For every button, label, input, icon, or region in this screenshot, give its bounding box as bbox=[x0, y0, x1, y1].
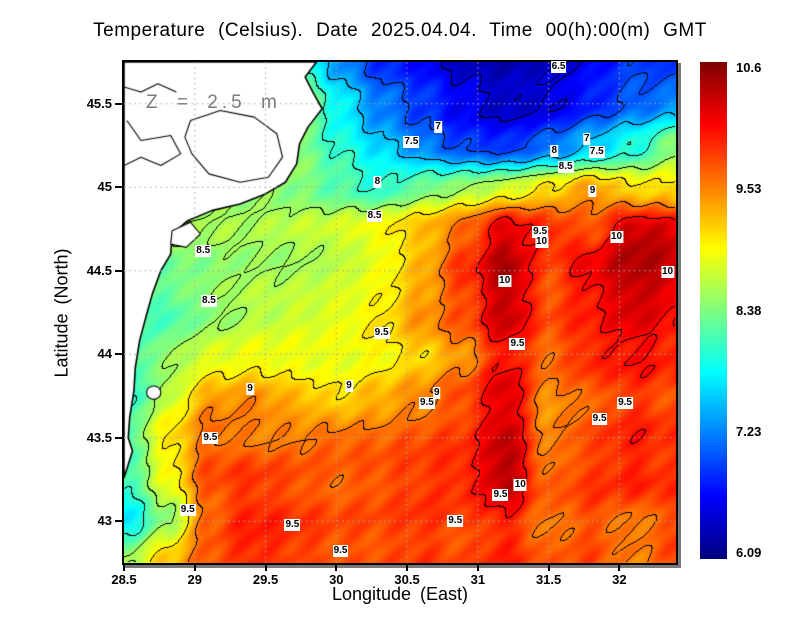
contour-label: 9.5 bbox=[332, 545, 349, 558]
x-tick-label: 28.5 bbox=[111, 572, 137, 587]
plot-title: Temperature (Celsius). Date 2025.04.04. … bbox=[93, 20, 707, 41]
y-tick-label: 43 bbox=[97, 513, 112, 529]
contour-label: 9.5 bbox=[418, 396, 435, 409]
x-tick-mark bbox=[476, 565, 479, 571]
colorbar-tick-label: 9.53 bbox=[736, 181, 762, 197]
contour-label: 10 bbox=[609, 231, 624, 244]
contour-label: 7.5 bbox=[403, 136, 420, 149]
y-tick-mark bbox=[115, 186, 122, 189]
contour-label: 9.5 bbox=[532, 226, 549, 239]
x-tick-label: 29.5 bbox=[252, 572, 279, 587]
y-tick-mark bbox=[115, 520, 122, 523]
contour-label: 9.5 bbox=[492, 488, 509, 501]
contour-label: 9.5 bbox=[284, 518, 301, 531]
y-tick-mark bbox=[115, 436, 122, 439]
contour-label: 9.5 bbox=[202, 431, 219, 444]
colorbar-tick-label: 8.38 bbox=[736, 302, 762, 318]
x-tick-label: 30 bbox=[329, 572, 344, 587]
contour-label: 9.5 bbox=[591, 413, 608, 426]
contour-label: 8.5 bbox=[195, 244, 212, 257]
y-tick-label: 44 bbox=[97, 346, 112, 362]
colorbar-tick-label: 6.09 bbox=[736, 545, 762, 560]
x-tick-mark bbox=[193, 565, 196, 571]
x-tick-mark bbox=[547, 565, 550, 571]
contour-label: 9.5 bbox=[373, 326, 390, 339]
contour-label: 9.5 bbox=[617, 396, 633, 409]
depth-annotation: Z = 2.5 m bbox=[146, 92, 281, 113]
contour-label: 9 bbox=[246, 383, 254, 396]
contour-label: 9.5 bbox=[447, 515, 464, 528]
x-tick-mark bbox=[618, 565, 621, 571]
x-tick-mark bbox=[406, 565, 409, 571]
contour-label: 6.5 bbox=[550, 61, 567, 73]
y-tick-label: 43.5 bbox=[86, 429, 112, 445]
contour-label: 8 bbox=[550, 144, 559, 157]
x-tick-mark bbox=[335, 565, 338, 571]
x-tick-label: 31.5 bbox=[535, 572, 562, 587]
contour-label: 8 bbox=[373, 176, 382, 189]
colorbar bbox=[700, 62, 727, 559]
contour-label: 8.5 bbox=[200, 294, 217, 307]
x-tick-label: 32 bbox=[612, 572, 627, 587]
contour-label: 10 bbox=[513, 478, 527, 491]
y-axis-title: Latitude (North) bbox=[51, 248, 72, 378]
y-tick-mark bbox=[115, 269, 122, 272]
contour-label: 8.5 bbox=[557, 161, 574, 174]
y-tick-label: 45 bbox=[97, 179, 112, 195]
x-axis-title: Longitude (East) bbox=[331, 584, 469, 604]
contour-label: 9 bbox=[433, 386, 441, 399]
contour-label: 7 bbox=[583, 132, 591, 145]
x-tick-mark bbox=[123, 565, 125, 571]
contour-label: 10 bbox=[534, 236, 549, 249]
colorbar-tick-label: 7.23 bbox=[736, 423, 762, 439]
y-tick-mark bbox=[115, 102, 122, 105]
contour-label: 9 bbox=[588, 184, 597, 197]
y-tick-mark bbox=[115, 353, 122, 356]
temperature-field-canvas bbox=[124, 62, 676, 563]
colorbar-tick-label: 10.6 bbox=[736, 60, 762, 75]
x-tick-mark bbox=[264, 565, 267, 571]
contour-label: 7.5 bbox=[588, 146, 605, 159]
contour-label: 9 bbox=[345, 379, 353, 392]
contour-labels-layer: 6.5 7 7.5 8 7 7.5 8.5 9 8 8.5 8.5 8.5 9.5 10 10 10 10 9.5… bbox=[124, 61, 676, 563]
contour-label: 9.5 bbox=[509, 338, 526, 351]
x-tick-label: 30.5 bbox=[394, 572, 420, 587]
x-tick-label: 29 bbox=[187, 572, 202, 587]
contour-label: 10 bbox=[660, 266, 675, 279]
map-plot-area: 6.5 7 7.5 8 7 7.5 8.5 9 8 8.5 8.5 8.5 9.5 10 10 10 10 9.5… bbox=[122, 60, 678, 565]
y-tick-label: 44.5 bbox=[86, 262, 112, 278]
x-tick-label: 31 bbox=[470, 572, 486, 587]
contour-label: 8.5 bbox=[366, 209, 383, 222]
contour-label: 10 bbox=[498, 274, 512, 287]
contour-label: 9.5 bbox=[179, 503, 196, 516]
contour-label: 7 bbox=[434, 121, 442, 134]
y-tick-label: 45.5 bbox=[86, 95, 112, 111]
